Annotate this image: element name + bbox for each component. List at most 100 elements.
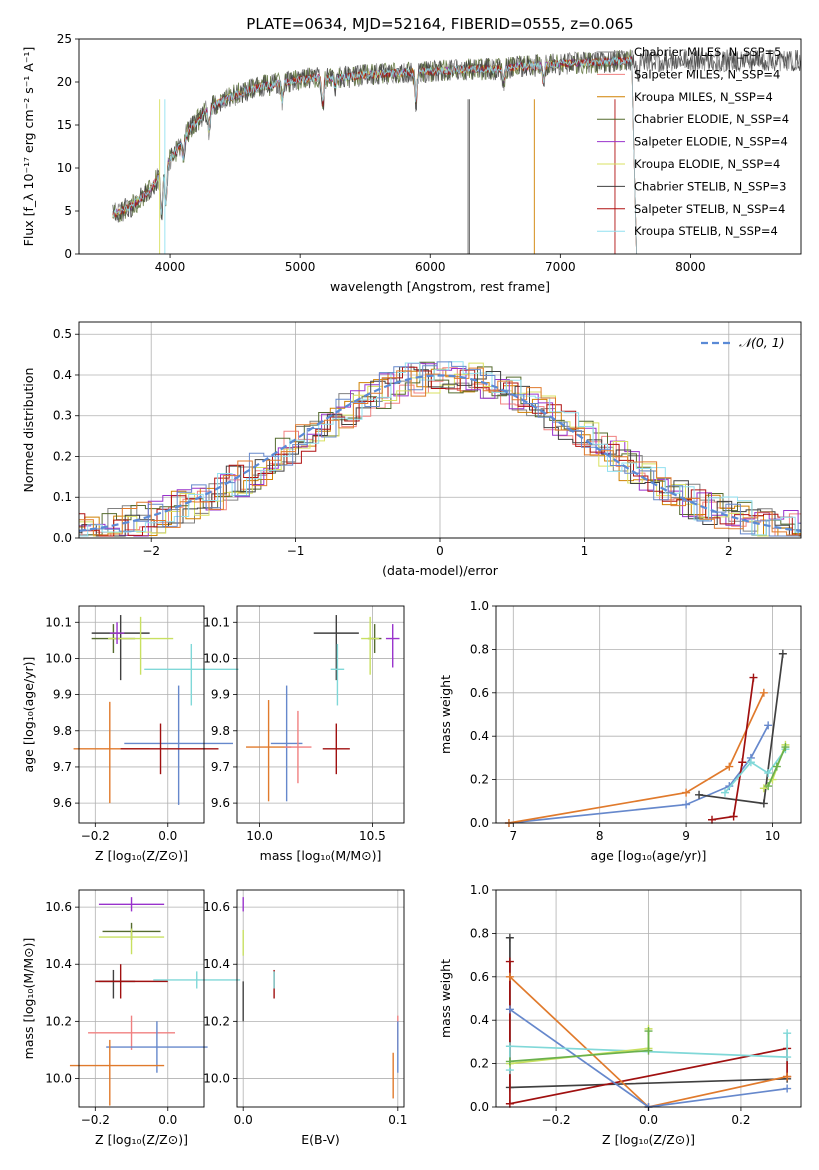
mass_vs_EBV-axes-box [236,889,405,1108]
weight_vs_Z-marker [505,1057,514,1066]
age_vs_Z-xtick-label: −0.2 [81,829,110,843]
legend-entry: Salpeter STELIB, N_SSP=4 [634,202,785,216]
age_vs_Z-point [120,723,219,775]
age_vs_Z-xlabel: Z [log₁₀(Z/Z⊙)] [95,848,188,863]
spectrum-series-4 [112,56,637,254]
weight_vs_Z-marker [783,1029,792,1038]
weight_vs_age-marker [764,721,773,730]
weight_vs_age-ytick-label: 0.8 [470,642,489,656]
weight_vs_Z-xtick-label: −0.2 [542,1113,571,1127]
age_vs_mass-ytick-label: 9.7 [211,760,230,774]
spectrum-xtick-label: 5000 [285,260,316,274]
mass_vs_Z-ytick-label: 10.4 [45,957,72,971]
weight_vs_age-line-3 [711,677,755,821]
age_vs_mass-xtick-label: 10.0 [246,829,273,843]
weight_vs_age-ytick-label: 1.0 [470,599,489,613]
residuals-ytick-label: 0.4 [53,368,72,382]
spectrum-series-8 [112,55,637,254]
weight_vs_age-ylabel: mass weight [438,675,453,754]
weight_vs_age-xtick-label: 8 [596,829,604,843]
weight_vs_age-axes [496,605,801,824]
weight_vs_age-marker [682,800,691,809]
age_vs_mass-point [270,685,303,802]
plots-layer: 4000 5000 6000 7000 80000510152025wavelength… [21,32,802,1147]
residuals-ytick-label: 0.3 [53,409,72,423]
mass_vs_EBV-xlabel: E(B-V) [301,1132,340,1147]
normal-reference-curve [79,374,801,532]
weight_vs_Z-ytick-label: 0.0 [470,1100,489,1114]
weight_vs_Z-marker [505,933,514,942]
weight_vs_Z-marker [783,1072,792,1081]
weight_vs_Z-ytick-label: 0.6 [470,970,489,984]
mass_vs_Z-xlabel: Z [log₁₀(Z/Z⊙)] [95,1132,188,1147]
residuals-hist-9 [79,361,801,537]
legend-entry: Chabrier STELIB, N_SSP=3 [634,179,786,193]
weight_vs_Z-line-1 [509,961,788,1105]
age_vs_mass-point [330,643,345,706]
weight_vs_Z-marker [505,1042,514,1051]
mass_vs_Z-point [153,971,241,989]
spectrum-xlabel: wavelength [Angstrom, rest frame] [330,279,550,294]
weight_vs_age-line-1 [508,692,765,824]
residuals-ylabel: Normed distribution [21,368,36,493]
mass_vs_Z-ylabel: mass [log₁₀(M/M⊙)] [21,938,36,1060]
weight_vs_age-marker [778,649,787,658]
normal-legend-label: 𝒩(0, 1) [739,335,785,350]
weight_vs_age-marker [759,688,768,697]
age_vs_Z-ytick-label: 9.9 [53,688,72,702]
weight_vs_age-ytick-label: 0.4 [470,729,489,743]
weight_vs_age-series [504,649,790,827]
weight_vs_age-xtick-label: 7 [509,829,517,843]
weight_vs_age-marker [764,769,773,778]
legend-entry: Kroupa MILES, N_SSP=4 [634,90,773,104]
weight_vs_Z-ytick-label: 0.8 [470,926,489,940]
mass_vs_Z-axes-box [78,889,205,1108]
mass_vs_EBV-xtick-label: 0.1 [388,1113,407,1127]
weight_vs_age-marker [695,790,704,799]
weight_vs_age-axes-box [495,605,802,824]
spectrum-xtick-label: 8000 [675,260,706,274]
weight_vs_Z-xtick-label: 0.2 [731,1113,750,1127]
mass_vs_EBV-ytick-label: 10.2 [203,1014,230,1028]
spectrum-series-3 [112,49,637,254]
mass_vs_Z-errorbars [69,897,241,1106]
age_vs_mass-axes-box [236,605,405,824]
spectrum-ytick-label: 10 [57,161,72,175]
weight_vs_Z-marker [505,972,514,981]
age_vs_Z-point [73,701,150,804]
age_vs_mass-point [246,700,292,802]
mass_vs_Z-point [88,1015,176,1050]
spectrum-ytick-label: 0 [64,247,72,261]
weight_vs_Z-axes [496,889,801,1108]
spectrum-axes-box [78,38,802,255]
mass_vs_Z-point [69,1039,165,1106]
age_vs_Z-xtick-label: 0.0 [158,829,177,843]
weight_vs_age-marker [729,812,738,821]
weight_vs_age-frame: 7 8 9 10 0.0 0.2 0.4 0.6 0.8 1.0 age [log₁₀(age/yr… [438,599,802,863]
residuals-xtick-label: −2 [142,544,160,558]
weight_vs_Z-frame: −0.2 0.0 0.2 0.0 0.2 0.4 0.6 0.8 1.0 Z [log₁₀(Z/Z… [438,883,802,1147]
mass_vs_Z-xtick-label: −0.2 [81,1113,110,1127]
residuals-xtick-label: 1 [581,544,589,558]
weight_vs_age-marker [720,788,729,797]
age_vs_Z-ytick-label: 9.8 [53,724,72,738]
spectrum-series-5 [112,55,637,254]
weight_vs_age-marker [746,758,755,767]
age_vs_Z-errorbars [73,615,239,805]
spectrum-xtick-label: 7000 [545,260,576,274]
legend-entry: Kroupa ELODIE, N_SSP=4 [634,157,780,171]
residuals-xtick-label: −1 [287,544,305,558]
weight_vs_Z-marker [783,1053,792,1062]
weight_vs_age-marker [759,784,768,793]
weight_vs_age-line-4 [724,748,787,794]
age_vs_mass-ytick-label: 10.1 [203,615,230,629]
legend-entry: Chabrier ELODIE, N_SSP=4 [634,112,789,126]
mass_vs_Z-point [98,897,165,912]
weight_vs_Z-marker [505,1005,514,1014]
age_vs_mass-point [322,723,350,775]
age_vs_Z-point [109,622,125,644]
age_vs_Z-ylabel: age [log₁₀(age/yr)] [21,657,36,773]
age_vs_mass-frame: 10.0 10.5 9.6 9.7 9.8 9.9 10.0 10.1 mass [log₁₀(… [203,605,405,863]
weight_vs_Z-marker [505,957,514,966]
mass_vs_Z-point [98,928,165,955]
